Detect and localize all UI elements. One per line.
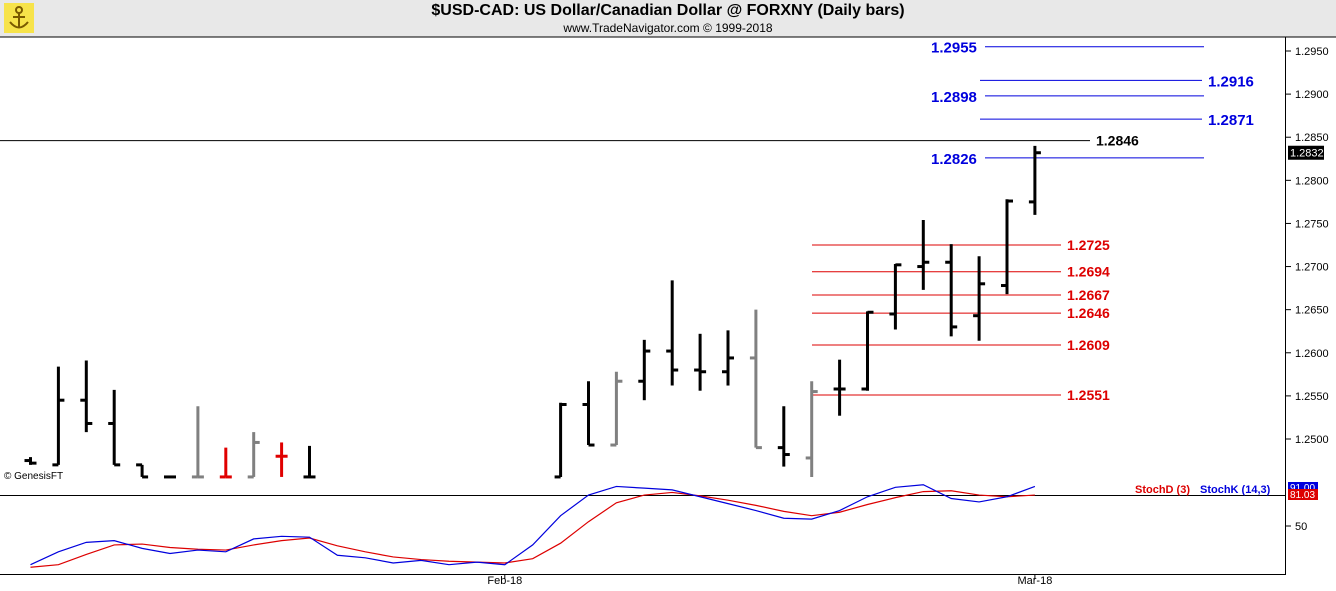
ohlc-bar: [666, 280, 679, 386]
ohlc-bar: [1001, 199, 1013, 295]
ohlc-bar: [275, 442, 288, 477]
price-tick-label: 1.2800: [1295, 175, 1329, 187]
price-tick-label: 1.2850: [1295, 132, 1329, 144]
time-axis-labels: Feb-18 Mar-18: [487, 575, 1052, 587]
ohlc-bar: [24, 457, 37, 465]
red-level-label: 1.2609: [1067, 337, 1110, 353]
price-tick-label: 1.2650: [1295, 305, 1329, 317]
ohlc-bar: [554, 402, 567, 479]
copyright-label: © GenesisFT: [4, 471, 63, 482]
legend-stochk: StochK (14,3): [1200, 484, 1271, 496]
ohlc-bar: [610, 371, 623, 447]
blue-level-label: 1.2955: [931, 40, 977, 57]
price-tick-label: 1.2700: [1295, 262, 1329, 274]
blue-level-label: 1.2826: [931, 151, 977, 168]
time-tick-label: Mar-18: [1017, 575, 1052, 587]
time-tick-label: Feb-18: [487, 575, 522, 587]
chart-title: $USD-CAD: US Dollar/Canadian Dollar @ FO…: [431, 2, 905, 19]
ohlc-bar: [749, 309, 762, 450]
red-level-label: 1.2667: [1067, 287, 1110, 303]
red-level-label: 1.2694: [1067, 264, 1110, 280]
ohlc-bar: [917, 219, 930, 290]
price-tick-label: 1.2600: [1295, 348, 1329, 360]
stochd-last-label: 81.03: [1290, 490, 1315, 501]
ohlc-bar: [108, 389, 121, 467]
chart-subtitle: www.TradeNavigator.com © 1999-2018: [563, 21, 773, 35]
last-price-label: 1.2832: [1290, 148, 1324, 160]
price-axis-ticks: 1.2950 1.2900 1.2850 1.2800 1.2750 1.2700 1.26…: [1285, 46, 1329, 446]
red-level-label: 1.2551: [1067, 387, 1110, 403]
ohlc-bar: [777, 406, 790, 467]
price-tick-label: 1.2550: [1295, 391, 1329, 403]
ohlc-bar: [805, 381, 818, 477]
ohlc-bar: [861, 310, 874, 391]
ohlc-bar: [303, 445, 316, 479]
ohlc-bar: [191, 406, 204, 479]
ohlc-bar: [833, 359, 846, 416]
blue-level-label: 1.2871: [1208, 112, 1254, 129]
price-tick-label: 1.2900: [1295, 89, 1329, 101]
blue-level-label: 1.2898: [931, 89, 977, 106]
stochd-last-box: [1288, 489, 1318, 500]
ohlc-bar: [973, 256, 986, 341]
red-level-label: 1.2725: [1067, 237, 1110, 253]
ohlc-bar: [136, 463, 149, 479]
ohlc-bar: [638, 339, 651, 401]
price-tick-label: 1.2750: [1295, 218, 1329, 230]
stoch-line-k: [30, 484, 1036, 566]
ohlc-bar: [722, 330, 734, 386]
stoch-line-d: [30, 490, 1035, 568]
level-lines: 1.2846 1.2955 1.2916 1.2898 1.2871 1.2826 1.27…: [0, 40, 1254, 403]
ohlc-bar: [219, 447, 232, 479]
ohlc-bar: [1028, 145, 1041, 215]
ohlc-bar: [582, 381, 595, 447]
legend-stochd: StochD (3): [1135, 484, 1190, 496]
anchor-logo-icon: [4, 3, 34, 33]
ohlc-bar: [889, 263, 902, 330]
ohlc-bar: [247, 432, 260, 479]
price-tick-label: 1.2500: [1295, 434, 1329, 446]
chart-header: $USD-CAD: US Dollar/Canadian Dollar @ FO…: [0, 0, 1336, 37]
last-price-box: [1288, 145, 1324, 160]
stochk-last-label: 91.00: [1290, 483, 1315, 494]
stochk-last-box: [1288, 482, 1318, 493]
ohlc-bar: [945, 244, 958, 337]
red-level-label: 1.2646: [1067, 305, 1110, 321]
ohlc-bar: [52, 366, 65, 467]
blue-level-label: 1.2916: [1208, 73, 1254, 90]
price-tick-label: 1.2950: [1295, 46, 1329, 58]
ohlc-bars: [24, 145, 1041, 479]
ohlc-bar: [80, 360, 93, 433]
ohlc-bar: [694, 333, 707, 391]
reference-level-label: 1.2846: [1096, 133, 1139, 149]
stoch-tick-label: 50: [1295, 521, 1307, 533]
